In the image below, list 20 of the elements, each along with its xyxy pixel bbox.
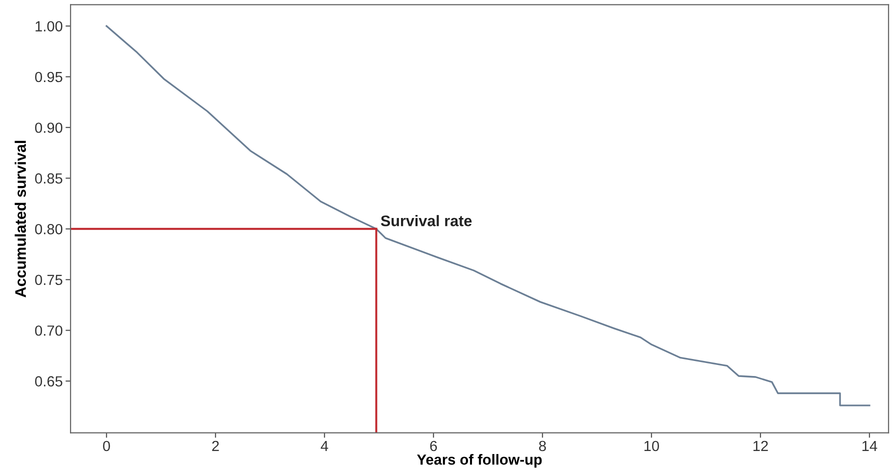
x-tick-label: 12 [753,440,768,451]
y-tick-label: 0.95 [35,72,62,82]
annotation: Survival rate [380,215,472,226]
y-tick-label: 1.00 [36,21,62,32]
y-tick-label: 0.70 [35,325,62,336]
line-series [106,25,870,406]
y-tick-label: 0.75 [35,274,62,286]
y-tick-label: 0.90 [35,122,62,133]
y-axis-title: Accumulated survival [14,140,26,298]
x-tick-label: 2 [212,440,219,451]
x-tick-label: 10 [644,440,660,452]
y-tick-label: 0.80 [35,224,62,234]
x-tick-label: 4 [320,440,328,451]
x-axis-title: Years of follow-up [417,454,542,468]
x-tick-label: 6 [430,440,437,452]
x-tick-label: 14 [862,440,878,451]
y-tick-label: 0.85 [35,173,62,184]
x-tick-label: 8 [539,440,546,452]
y-tick-label: 0.65 [35,376,62,386]
x-tick-label: 0 [103,440,110,452]
